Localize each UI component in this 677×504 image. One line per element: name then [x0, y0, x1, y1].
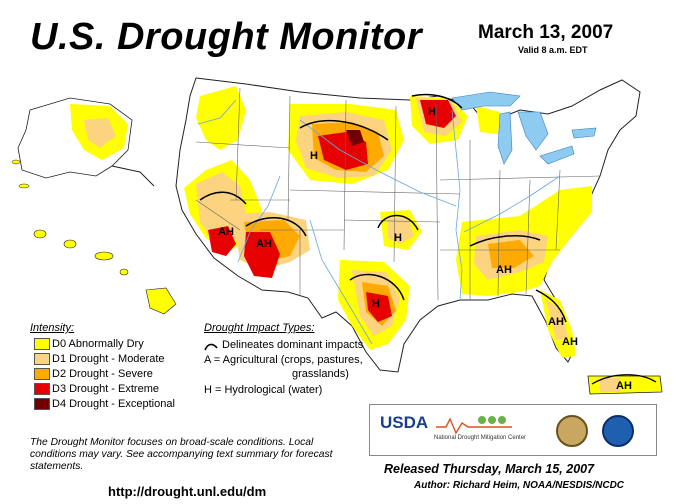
lake-huron: [517, 111, 549, 151]
legend-swatch-d0: [34, 338, 50, 350]
noaa-seal-icon: [602, 415, 634, 447]
alaska-panhandle: [111, 165, 155, 187]
river-rio-grande: [309, 219, 373, 345]
impact-line-label: Delineates dominant impacts: [222, 339, 364, 351]
river-columbia: [197, 99, 237, 125]
lake-erie: [539, 145, 575, 165]
label-wyoming-h: H: [310, 150, 318, 162]
alaska-d1: [84, 118, 116, 148]
legend-item-d4: D4 Drought - Exceptional: [34, 398, 175, 410]
legend-label-d4: D4 Drought - Exceptional: [52, 398, 175, 410]
legend-item-d2: D2 Drought - Severe: [34, 368, 153, 380]
impact-types-title: Drought Impact Types:: [204, 322, 315, 334]
partner-logos: USDA National Drought Mitigation Center: [369, 404, 657, 456]
legend-swatch-d1: [34, 353, 50, 365]
author: Author: Richard Heim, NOAA/NESDIS/NCDC: [414, 480, 625, 491]
state-boundaries: [195, 87, 601, 301]
legend-label-d1: D1 Drought - Moderate: [52, 353, 165, 365]
legend-swatch-d2: [34, 368, 50, 380]
d0-northwest: [196, 86, 246, 150]
d1-florida: [546, 300, 568, 340]
legend-item-d0: D0 Abnormally Dry: [34, 338, 144, 350]
d2-southeast: [488, 240, 534, 268]
label-georgia-ah: AH: [548, 316, 564, 328]
website-link[interactable]: http://drought.unl.edu/dm: [108, 484, 267, 499]
d1-california: [196, 172, 246, 242]
usda-logo: USDA: [380, 413, 429, 432]
river-ohio: [463, 175, 561, 233]
legend-label-d0: D0 Abnormally Dry: [52, 338, 144, 350]
legend-label-d2: D2 Drought - Severe: [52, 368, 153, 380]
disclaimer-note: The Drought Monitor focuses on broad-sca…: [30, 437, 333, 472]
map-title: U.S. Drought Monitor: [30, 16, 423, 58]
d0-great-lakes: [476, 106, 500, 134]
lake-michigan: [497, 111, 513, 165]
d3-southern-california: [208, 226, 236, 256]
river-missouri: [299, 119, 457, 207]
puerto-rico-d1: [600, 378, 620, 392]
label-florida-ah: AH: [562, 336, 578, 348]
commerce-seal-icon: [556, 415, 588, 447]
river-colorado: [237, 175, 281, 263]
impact-boundaries: [199, 93, 567, 323]
legend-title: Intensity:: [30, 322, 75, 334]
label-southeast-ah: AH: [496, 264, 512, 276]
d3-minnesota: [420, 100, 456, 128]
lake-ontario: [571, 127, 597, 139]
label-california-ah: AH: [218, 226, 234, 238]
impact-agricultural-label: A = Agricultural (crops, pastures,: [204, 354, 363, 366]
label-kansas-h: H: [394, 232, 402, 244]
alaska-islands: [11, 159, 30, 189]
river-mississippi: [451, 109, 463, 301]
legend-item-d1: D1 Drought - Moderate: [34, 353, 165, 365]
valid-time: Valid 8 a.m. EDT: [518, 45, 588, 55]
impact-line-icon: [204, 343, 218, 351]
d4-wyoming: [346, 130, 364, 146]
d3-texas: [366, 292, 392, 322]
d4-areas: [346, 130, 364, 146]
d3-arizona: [244, 232, 280, 278]
release-date: Released Thursday, March 15, 2007: [384, 462, 595, 476]
map-date: March 13, 2007: [478, 22, 614, 43]
ndmc-logo: [436, 416, 512, 435]
rivers: [197, 99, 561, 345]
great-lakes: [451, 91, 597, 165]
legend-label-d3: D3 Drought - Extreme: [52, 383, 159, 395]
impact-agricultural-cont: grasslands): [292, 368, 349, 380]
puerto-rico-impact: [591, 374, 657, 385]
legend-swatch-d3: [34, 383, 50, 395]
label-puerto-rico-ah: AH: [616, 380, 632, 392]
hawaii: [33, 229, 177, 315]
lake-superior: [451, 91, 521, 111]
ndmc-logo-text: National Drought Mitigation Center: [434, 435, 527, 441]
legend-swatch-d4: [34, 398, 50, 410]
label-arizona-ah: AH: [256, 238, 272, 250]
label-texas-h: H: [372, 298, 380, 310]
d3-areas: [208, 100, 456, 322]
legend-item-d3: D3 Drought - Extreme: [34, 383, 159, 395]
impact-hydrological-label: H = Hydrological (water): [204, 384, 323, 396]
label-minnesota-h: H: [428, 106, 436, 118]
